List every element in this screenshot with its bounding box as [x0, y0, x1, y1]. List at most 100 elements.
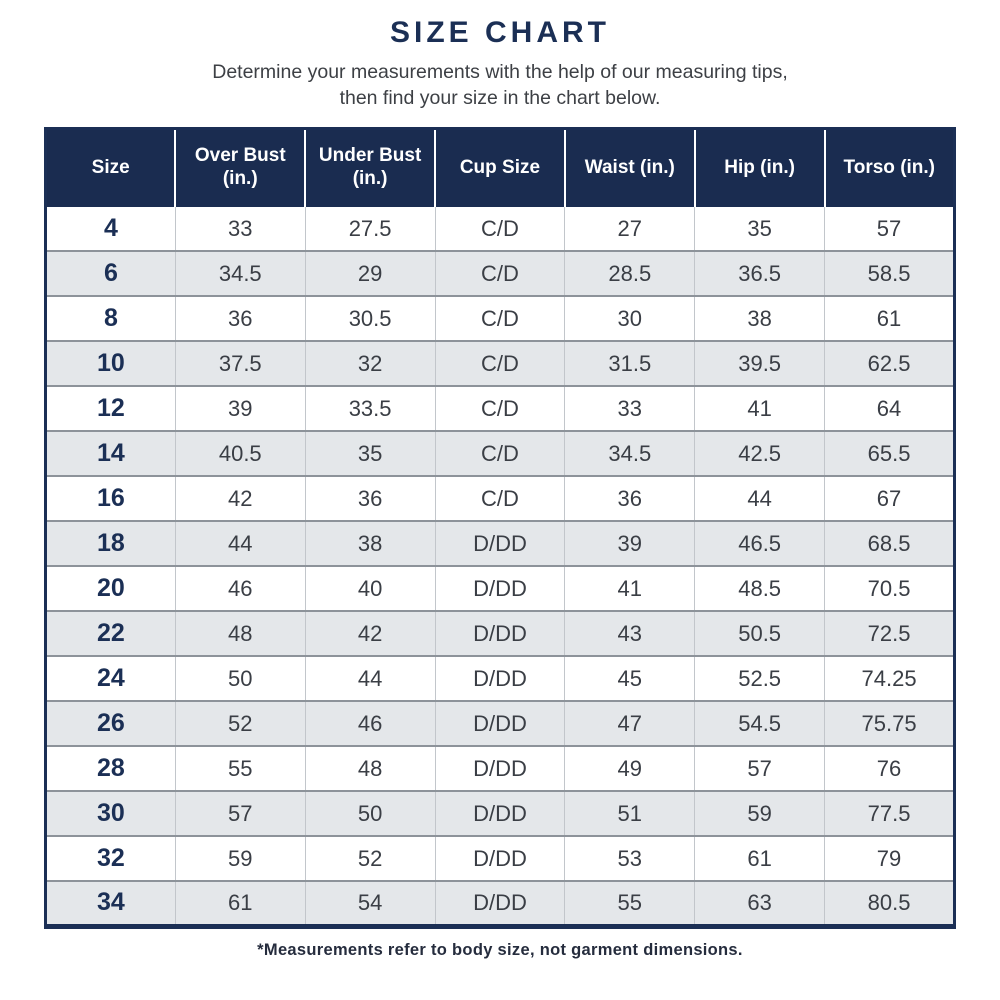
table-cell: 36: [305, 475, 436, 522]
table-cell: 52.5: [694, 655, 826, 702]
table-cell: D/DD: [435, 880, 566, 927]
table-cell: 43: [564, 610, 696, 657]
table-cell: 30.5: [305, 295, 436, 342]
table-cell: D/DD: [435, 835, 566, 882]
size-cell: 12: [45, 385, 176, 432]
table-cell: 75.75: [824, 700, 955, 747]
table-cell: 38: [694, 295, 826, 342]
table-cell: 46.5: [694, 520, 826, 567]
table-cell: 42: [175, 475, 306, 522]
table-cell: 61: [694, 835, 826, 882]
table-cell: 50: [305, 790, 436, 837]
table-cell: 59: [694, 790, 826, 837]
size-cell: 22: [45, 610, 176, 657]
table-row-size-16: 16 42 36 C/D 36 44 67: [45, 475, 955, 522]
table-row-size-12: 12 39 33.5 C/D 33 41 64: [45, 385, 955, 432]
table-cell: 39.5: [694, 340, 826, 387]
table-cell: 79: [824, 835, 955, 882]
subtitle-line-1: Determine your measurements with the hel…: [212, 61, 788, 83]
table-header: Size Over Bust (in.) Under Bust (in.) Cup S…: [45, 128, 955, 207]
table-cell: 61: [175, 880, 306, 927]
table-row-size-4: 4 33 27.5 C/D 27 35 57: [45, 205, 955, 252]
table-cell: C/D: [435, 475, 566, 522]
table-cell: D/DD: [435, 520, 566, 567]
table-cell: D/DD: [435, 790, 566, 837]
size-cell: 10: [45, 340, 176, 387]
table-cell: 33: [175, 205, 306, 252]
table-cell: C/D: [435, 205, 566, 252]
table-cell: D/DD: [435, 745, 566, 792]
table-cell: 41: [694, 385, 826, 432]
size-cell: 6: [45, 250, 176, 297]
table-cell: 52: [305, 835, 436, 882]
table-cell: 59: [175, 835, 306, 882]
size-cell: 34: [45, 880, 176, 927]
table-cell: 57: [175, 790, 306, 837]
measurements-footnote: *Measurements refer to body size, not ga…: [257, 940, 743, 959]
table-cell: 28.5: [564, 250, 696, 297]
table-cell: 40: [305, 565, 436, 612]
size-cell: 30: [45, 790, 176, 837]
table-cell: 42.5: [694, 430, 826, 477]
table-cell: 57: [694, 745, 826, 792]
table-cell: 34.5: [564, 430, 696, 477]
table-cell: 48: [175, 610, 306, 657]
table-cell: 35: [694, 205, 826, 252]
table-body: 4 33 27.5 C/D 27 35 57 6 34.5 29 C/D 28.5 36.5 58.5 8 3…: [45, 205, 955, 927]
table-row-size-20: 20 46 40 D/DD 41 48.5 70.5: [45, 565, 955, 612]
column-header-under-bust-in: Under Bust (in.): [305, 128, 437, 207]
table-row-size-24: 24 50 44 D/DD 45 52.5 74.25: [45, 655, 955, 702]
table-cell: 47: [564, 700, 696, 747]
table-cell: 65.5: [824, 430, 955, 477]
table-cell: 33.5: [305, 385, 436, 432]
table-cell: D/DD: [435, 655, 566, 702]
table-row-size-26: 26 52 46 D/DD 47 54.5 75.75: [45, 700, 955, 747]
table-cell: 61: [824, 295, 955, 342]
table-cell: 36: [175, 295, 306, 342]
table-cell: 48: [305, 745, 436, 792]
table-cell: 77.5: [824, 790, 955, 837]
table-cell: 52: [175, 700, 306, 747]
table-cell: C/D: [435, 430, 566, 477]
table-cell: 76: [824, 745, 955, 792]
table-row-size-34: 34 61 54 D/DD 55 63 80.5: [45, 880, 955, 927]
table-cell: 44: [175, 520, 306, 567]
table-cell: 37.5: [175, 340, 306, 387]
table-row-size-22: 22 48 42 D/DD 43 50.5 72.5: [45, 610, 955, 657]
table-cell: 32: [305, 340, 436, 387]
table-cell: 46: [175, 565, 306, 612]
table-row-size-8: 8 36 30.5 C/D 30 38 61: [45, 295, 955, 342]
table-cell: 29: [305, 250, 436, 297]
table-cell: 72.5: [824, 610, 955, 657]
subtitle-line-2: then find your size in the chart below.: [339, 87, 661, 110]
table-cell: 42: [305, 610, 436, 657]
table-cell: D/DD: [435, 700, 566, 747]
table-cell: 63: [694, 880, 826, 927]
table-cell: 34.5: [175, 250, 306, 297]
table-cell: 33: [564, 385, 696, 432]
table-cell: 55: [564, 880, 696, 927]
size-cell: 26: [45, 700, 176, 747]
size-cell: 20: [45, 565, 176, 612]
table-cell: 49: [564, 745, 696, 792]
table-row-size-10: 10 37.5 32 C/D 31.5 39.5 62.5: [45, 340, 955, 387]
table-row-size-30: 30 57 50 D/DD 51 59 77.5: [45, 790, 955, 837]
table-cell: 38: [305, 520, 436, 567]
table-row-size-18: 18 44 38 D/DD 39 46.5 68.5: [45, 520, 955, 567]
table-cell: C/D: [435, 385, 566, 432]
table-cell: D/DD: [435, 565, 566, 612]
size-cell: 8: [45, 295, 176, 342]
size-cell: 16: [45, 475, 176, 522]
table-cell: 68.5: [824, 520, 955, 567]
table-cell: D/DD: [435, 610, 566, 657]
size-cell: 32: [45, 835, 176, 882]
table-cell: 46: [305, 700, 436, 747]
page-title: SIZE CHART: [390, 16, 610, 49]
table-cell: 31.5: [564, 340, 696, 387]
table-cell: 55: [175, 745, 306, 792]
table-cell: 62.5: [824, 340, 955, 387]
table-cell: 48.5: [694, 565, 826, 612]
size-cell: 18: [45, 520, 176, 567]
column-header-size: Size: [45, 128, 177, 207]
